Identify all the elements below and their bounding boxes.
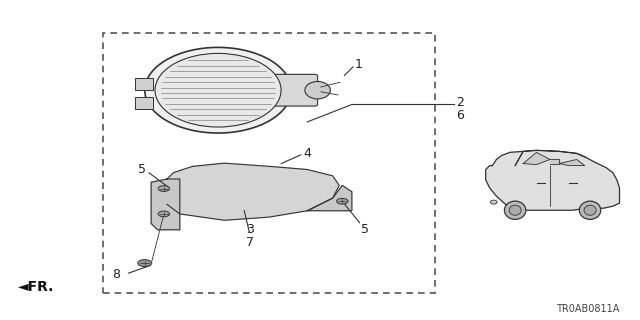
Polygon shape bbox=[515, 150, 586, 165]
FancyBboxPatch shape bbox=[135, 77, 154, 90]
Polygon shape bbox=[559, 159, 585, 165]
Ellipse shape bbox=[337, 198, 348, 204]
Ellipse shape bbox=[584, 205, 596, 215]
Polygon shape bbox=[167, 163, 339, 220]
FancyBboxPatch shape bbox=[135, 97, 154, 109]
Text: 5: 5 bbox=[360, 223, 369, 236]
Polygon shape bbox=[550, 159, 559, 164]
Ellipse shape bbox=[305, 82, 330, 99]
Text: 8: 8 bbox=[112, 268, 120, 281]
Ellipse shape bbox=[158, 186, 170, 191]
Ellipse shape bbox=[158, 211, 170, 217]
Text: 6: 6 bbox=[456, 109, 464, 122]
FancyBboxPatch shape bbox=[270, 74, 317, 106]
Text: 2: 2 bbox=[456, 96, 464, 109]
Text: 1: 1 bbox=[355, 58, 362, 71]
Text: 7: 7 bbox=[246, 236, 254, 249]
Text: 5: 5 bbox=[138, 163, 145, 176]
Text: 3: 3 bbox=[246, 223, 254, 236]
Ellipse shape bbox=[490, 200, 497, 204]
Polygon shape bbox=[486, 150, 620, 210]
Ellipse shape bbox=[504, 201, 526, 220]
Ellipse shape bbox=[138, 260, 152, 267]
Ellipse shape bbox=[509, 205, 521, 215]
Ellipse shape bbox=[145, 47, 291, 133]
Polygon shape bbox=[523, 152, 550, 164]
Polygon shape bbox=[307, 185, 352, 211]
Ellipse shape bbox=[155, 53, 281, 127]
Text: 4: 4 bbox=[303, 147, 311, 160]
Text: ◄FR.: ◄FR. bbox=[19, 280, 54, 294]
Text: TR0AB0811A: TR0AB0811A bbox=[556, 304, 620, 314]
Ellipse shape bbox=[579, 201, 601, 220]
Polygon shape bbox=[151, 179, 180, 230]
